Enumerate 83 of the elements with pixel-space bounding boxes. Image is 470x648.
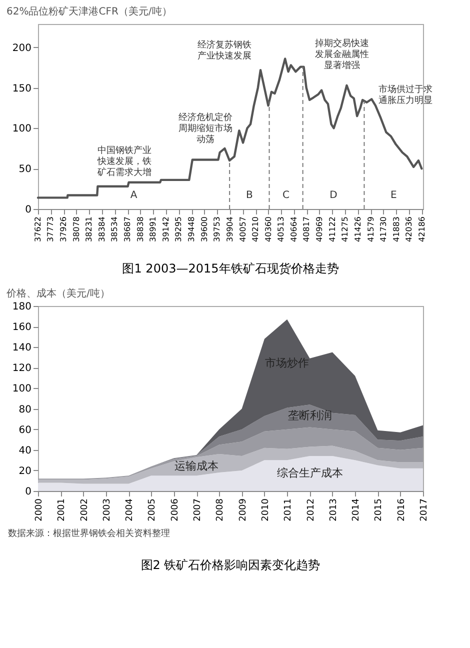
x-tick-label: 40057: [238, 216, 248, 242]
annotation: D: [330, 190, 338, 201]
series-label: 运输成本: [174, 459, 219, 472]
x-tick-label: 2006: [170, 498, 180, 522]
annotation: E: [390, 190, 397, 201]
x-tick-label: 39600: [200, 216, 209, 242]
series-label: 垄断利润: [288, 408, 332, 422]
x-tick-label: 39904: [225, 216, 234, 242]
y-tick-label: 100: [12, 384, 32, 395]
x-tick-label: 38384: [98, 216, 107, 242]
x-tick-label: 41426: [353, 216, 362, 242]
x-tick-label: 2014: [352, 498, 362, 522]
x-tick-label: 41122: [328, 216, 337, 242]
series-label: 综合生产成本: [276, 466, 343, 480]
x-tick-label: 39142: [161, 216, 170, 242]
y-tick-label: 50: [18, 164, 32, 176]
series-label: 市场炒作: [265, 356, 310, 370]
y-tick-label: 100: [12, 124, 32, 135]
x-tick-label: 40513: [276, 216, 286, 242]
x-tick-label: 2010: [260, 498, 271, 522]
x-tick-label: 2008: [216, 498, 226, 522]
x-tick-label: 2005: [148, 498, 158, 522]
x-tick-label: 37926: [59, 216, 68, 242]
y-tick-label: 180: [12, 302, 32, 312]
annotation: B: [246, 190, 253, 201]
y-axis-title: 价格、成本（美元/吨）: [6, 288, 110, 300]
x-tick-label: 2007: [193, 498, 204, 522]
y-tick-label: 140: [12, 342, 32, 354]
annotation: 市场供过于求通胀压力明显: [378, 84, 433, 106]
x-tick-label: 38231: [84, 216, 94, 242]
x-tick-label: 38991: [148, 216, 158, 242]
x-tick-label: 2004: [125, 498, 136, 522]
y-tick-label: 0: [25, 204, 32, 216]
x-tick-label: 39753: [212, 216, 222, 242]
y-tick-label: 120: [12, 363, 32, 374]
annotation: C: [282, 190, 290, 201]
y-tick-label: 40: [18, 445, 32, 456]
y-tick-label: 0: [25, 486, 32, 498]
y-tick-label: 60: [18, 424, 32, 436]
annotation: 中国钢铁产业快速发展，铁矿石需求大增: [96, 145, 152, 178]
x-tick-label: 2000: [34, 498, 44, 522]
x-tick-label: 39448: [187, 216, 196, 242]
text: 图1 2003—2015年铁矿石现货价格走势: [122, 261, 339, 276]
x-tick-label: 42036: [404, 216, 414, 242]
x-tick-label: 2012: [306, 498, 316, 522]
x-tick-label: 40817: [302, 216, 312, 242]
source-note: 数据来源：根据世界钢铁会相关资料整理: [8, 528, 170, 539]
y-axis-title: 62%品位粉矿天津港CFR（美元/吨）: [6, 6, 172, 18]
y-tick-label: 80: [18, 404, 32, 416]
annotation: 经济复苏钢铁产业快速发展: [198, 40, 252, 62]
y-tick-label: 160: [12, 322, 32, 334]
x-tick-label: 42186: [417, 216, 426, 242]
x-tick-label: 2001: [57, 498, 68, 522]
x-tick-label: 41730: [378, 216, 388, 242]
x-tick-label: 38078: [72, 216, 81, 242]
x-tick-label: 39295: [174, 216, 184, 242]
x-tick-label: 40969: [314, 216, 324, 242]
x-tick-label: 41579: [366, 216, 376, 242]
x-tick-label: 37622: [34, 216, 42, 242]
x-tick-label: 38838: [136, 216, 145, 242]
x-tick-label: 2011: [284, 498, 294, 522]
x-tick-label: 38534: [110, 216, 120, 242]
x-tick-label: 40664: [289, 216, 298, 242]
x-tick-label: 37773: [46, 216, 56, 242]
y-tick-label: 150: [12, 83, 32, 94]
y-tick-label: 200: [12, 42, 32, 54]
x-tick-label: 2016: [396, 498, 407, 522]
x-tick-label: 40210: [251, 216, 260, 242]
annotation: 经济危机定价周期缩短市场动荡: [178, 112, 232, 145]
text: 图2 铁矿石价格影响因素变化趋势: [140, 558, 320, 572]
x-tick-label: 2002: [80, 498, 90, 522]
x-tick-label: 2009: [238, 498, 248, 522]
x-tick-label: 40360: [264, 216, 273, 242]
y-tick-label: 20: [18, 466, 32, 477]
annotation: 掉期交易快速发展金融属性显著增强: [315, 38, 370, 71]
x-tick-label: 41883: [392, 216, 401, 242]
x-tick-label: 38687: [123, 216, 132, 242]
x-tick-label: 2003: [102, 498, 112, 522]
x-tick-label: 41275: [340, 216, 350, 242]
x-tick-label: 2017: [420, 498, 430, 522]
x-tick-label: 2013: [328, 498, 339, 522]
x-tick-label: 2015: [374, 498, 384, 522]
annotation: A: [130, 190, 138, 201]
